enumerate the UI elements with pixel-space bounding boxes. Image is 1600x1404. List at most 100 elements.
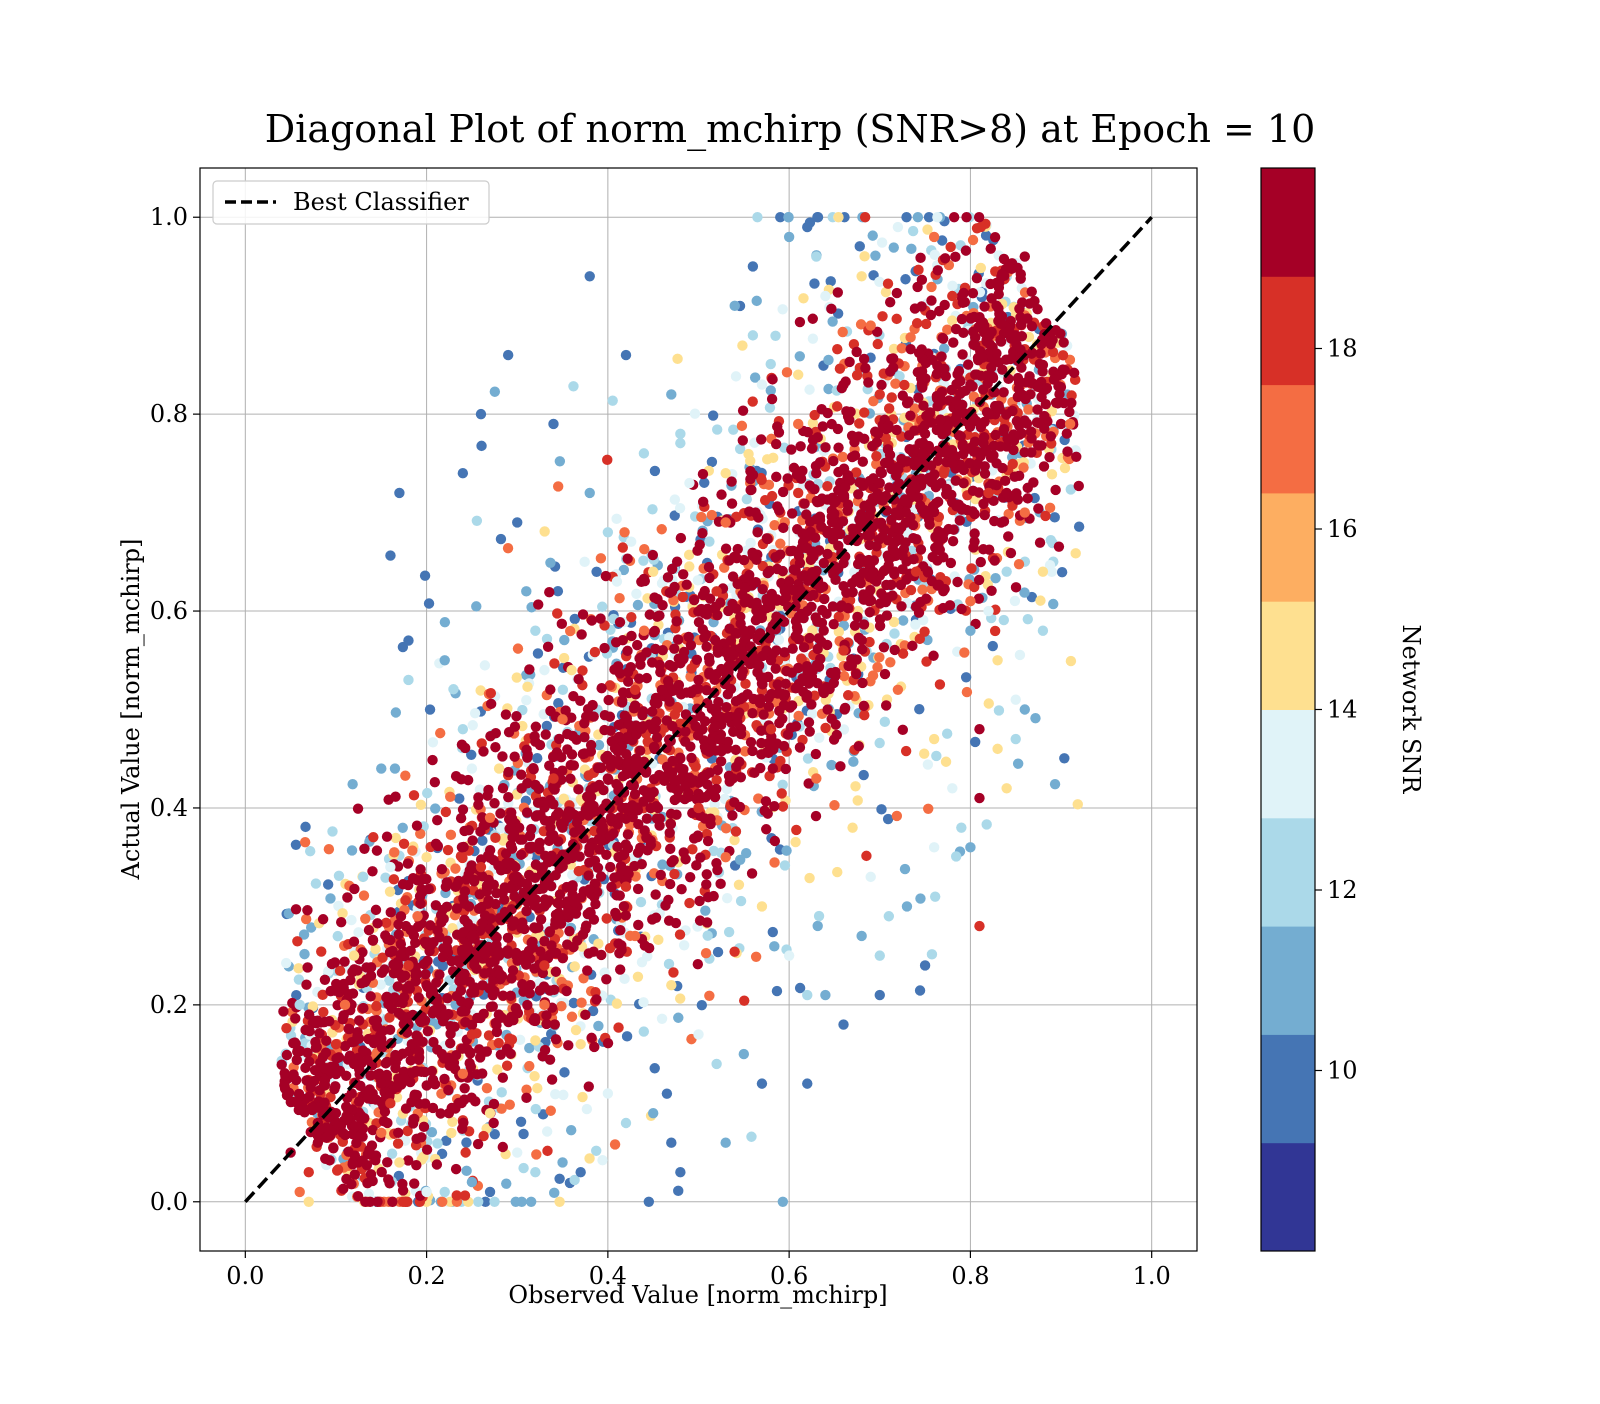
scatter-point [689, 595, 699, 605]
scatter-point [808, 333, 818, 343]
scatter-point [693, 575, 703, 585]
scatter-point [911, 534, 921, 544]
scatter-point [599, 643, 609, 653]
scatter-point [1054, 541, 1064, 551]
scatter-point [613, 756, 623, 766]
scatter-point [1023, 404, 1033, 414]
scatter-point [516, 850, 526, 860]
scatter-point [408, 1114, 418, 1124]
scatter-point [421, 874, 431, 884]
scatter-point [478, 746, 488, 756]
scatter-point [896, 601, 906, 611]
scatter-point [554, 899, 564, 909]
scatter-point [665, 879, 675, 889]
scatter-point [987, 479, 997, 489]
scatter-point [647, 657, 657, 667]
scatter-point [874, 652, 884, 662]
scatter-point [435, 728, 445, 738]
scatter-point [961, 672, 971, 682]
scatter-point [928, 651, 938, 661]
scatter-point [876, 380, 886, 390]
scatter-point [372, 1015, 382, 1025]
scatter-point [838, 516, 848, 526]
scatter-point [537, 1051, 547, 1061]
scatter-point [885, 297, 895, 307]
scatter-point [768, 763, 778, 773]
scatter-point [437, 864, 447, 874]
scatter-point [372, 918, 382, 928]
scatter-point [586, 1033, 596, 1043]
scatter-point [459, 915, 469, 925]
scatter-point [398, 823, 408, 833]
scatter-point [324, 844, 334, 854]
scatter-point [860, 212, 870, 222]
scatter-point [568, 381, 578, 391]
scatter-point [1006, 548, 1016, 558]
scatter-point [1011, 339, 1021, 349]
scatter-point [729, 946, 739, 956]
scatter-point [432, 815, 442, 825]
scatter-point [762, 534, 772, 544]
scatter-point [679, 940, 689, 950]
scatter-point [808, 435, 818, 445]
scatter-point [385, 886, 395, 896]
scatter-point [506, 1049, 516, 1059]
scatter-point [393, 1128, 403, 1138]
scatter-point [602, 755, 612, 765]
scatter-point [860, 363, 870, 373]
scatter-point [863, 377, 873, 387]
scatter-point [978, 317, 988, 327]
scatter-point [622, 646, 632, 656]
scatter-point [423, 1026, 433, 1036]
scatter-point [311, 1018, 321, 1028]
scatter-point [367, 1176, 377, 1186]
scatter-point [513, 1008, 523, 1018]
scatter-point [582, 965, 592, 975]
scatter-point [618, 687, 628, 697]
scatter-point [775, 539, 785, 549]
scatter-point [901, 746, 911, 756]
scatter-point [553, 807, 563, 817]
scatter-point [935, 416, 945, 426]
scatter-point [518, 1129, 528, 1139]
scatter-point [712, 865, 722, 875]
scatter-point [576, 629, 586, 639]
scatter-point [572, 817, 582, 827]
scatter-point [885, 657, 895, 667]
scatter-point [902, 456, 912, 466]
scatter-point [371, 905, 381, 915]
scatter-point [545, 816, 555, 826]
scatter-point [441, 807, 451, 817]
scatter-point [749, 768, 759, 778]
scatter-point [501, 1178, 511, 1188]
scatter-point [829, 619, 839, 629]
scatter-point [969, 528, 979, 538]
scatter-point [524, 664, 534, 674]
scatter-point [881, 700, 891, 710]
scatter-point [938, 333, 948, 343]
scatter-point [601, 974, 611, 984]
scatter-point [721, 823, 731, 833]
scatter-point [690, 408, 700, 418]
scatter-point [613, 938, 623, 948]
scatter-point [368, 935, 378, 945]
scatter-point [579, 557, 589, 567]
scatter-point [1071, 548, 1081, 558]
scatter-point [461, 1137, 471, 1147]
scatter-point [751, 952, 761, 962]
scatter-point [767, 394, 777, 404]
scatter-point [994, 705, 1004, 715]
scatter-point [352, 965, 362, 975]
scatter-point [452, 1190, 462, 1200]
scatter-point [559, 635, 569, 645]
scatter-point [979, 432, 989, 442]
scatter-point [752, 527, 762, 537]
scatter-point [871, 451, 881, 461]
scatter-point [931, 482, 941, 492]
scatter-point [823, 355, 833, 365]
scatter-point [988, 641, 998, 651]
scatter-point [464, 998, 474, 1008]
scatter-point [1016, 273, 1026, 283]
scatter-point [555, 456, 565, 466]
scatter-point [576, 998, 586, 1008]
